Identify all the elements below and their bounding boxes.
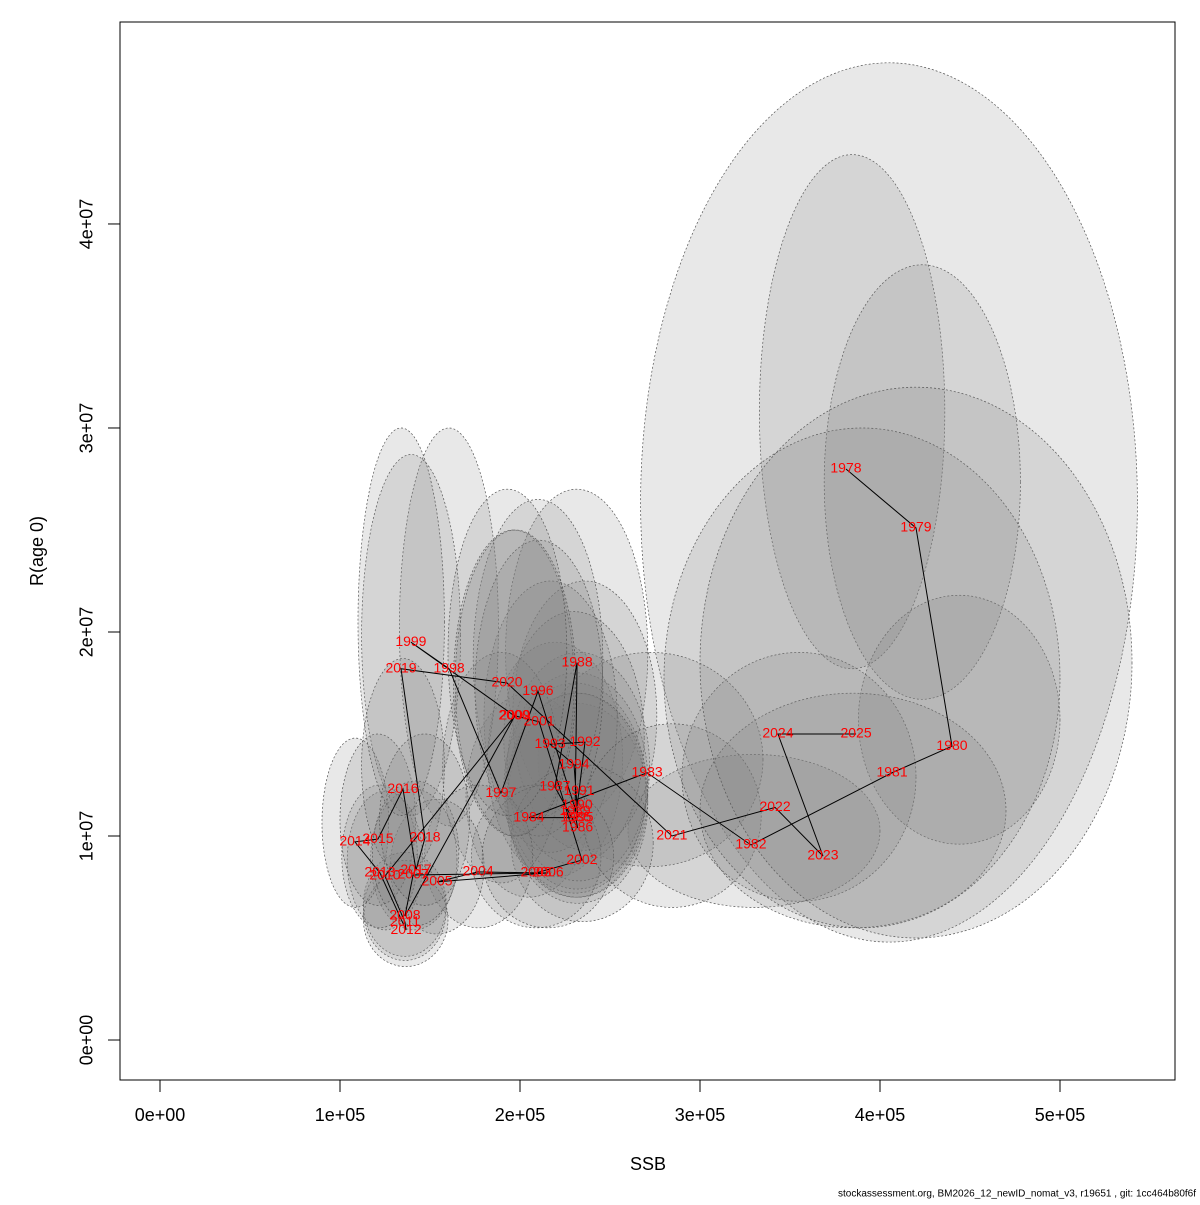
confidence-region (339, 733, 416, 906)
confidence-region (453, 529, 575, 837)
year-label: 2009 (499, 706, 530, 722)
confidence-region (379, 733, 470, 906)
y-tick-label: 3e+07 (77, 403, 97, 454)
year-label: 1985 (560, 808, 591, 824)
year-label: 2005 (421, 873, 452, 889)
year-label: 2014 (339, 833, 370, 849)
y-axis-label: R(age 0) (27, 516, 47, 586)
confidence-region (472, 499, 604, 818)
footnote: stockassessment.org, BM2026_12_newID_nom… (838, 1189, 1196, 1200)
year-label: 1993 (534, 735, 565, 751)
year-label: 1984 (513, 808, 544, 824)
year-label: 2010 (369, 867, 400, 883)
confidence-region (507, 652, 650, 882)
year-label: 1980 (936, 737, 967, 753)
year-label: 1987 (539, 778, 570, 794)
confidence-region (447, 488, 568, 816)
year-label: 2006 (533, 864, 564, 880)
x-tick-label: 1e+05 (315, 1105, 366, 1125)
confidence-region (481, 784, 614, 929)
year-label: 2007 (398, 866, 429, 882)
year-label: 2008 (389, 907, 420, 923)
confidence-region (663, 427, 1061, 929)
year-label: 2001 (524, 712, 555, 728)
year-label: 2013 (364, 864, 395, 880)
year-label: 1983 (632, 763, 663, 779)
year-label: 1981 (876, 763, 907, 779)
confidence-region (699, 386, 1133, 939)
year-label: 2023 (807, 847, 838, 863)
x-tick-label: 4e+05 (855, 1105, 906, 1125)
confidence-region (503, 611, 645, 865)
year-label: 2024 (762, 725, 793, 741)
year-label: 1992 (569, 733, 600, 749)
year-label: 2018 (409, 829, 440, 845)
confidence-region (483, 580, 618, 853)
year-label: 2002 (566, 851, 597, 867)
year-label: 2022 (759, 798, 790, 814)
year-label: 2016 (387, 780, 418, 796)
year-label: 1994 (558, 755, 589, 771)
confidence-region (507, 692, 649, 898)
trajectory (353, 468, 953, 931)
year-label: 1978 (830, 460, 861, 476)
year-label: 1995 (562, 808, 593, 824)
confidence-region (363, 872, 449, 967)
confidence-region (471, 784, 602, 929)
year-label: 2011 (390, 913, 420, 929)
confidence-region (681, 652, 917, 902)
year-label: 1986 (562, 819, 593, 835)
confidence-region (640, 62, 1138, 943)
year-label: 1988 (561, 653, 592, 669)
confidence-region (454, 529, 577, 837)
y-tick-label: 4e+07 (77, 199, 97, 250)
year-label: 1999 (395, 633, 426, 649)
year-label: 1990 (561, 796, 592, 812)
year-label: 1998 (434, 659, 465, 675)
confidence-region (321, 737, 389, 908)
x-tick-label: 5e+05 (1035, 1105, 1086, 1125)
confidence-region (759, 154, 946, 670)
year-label: 2020 (491, 674, 522, 690)
year-label: 1997 (485, 784, 516, 800)
confidence-region (399, 427, 499, 827)
year-label: 2017 (400, 861, 431, 877)
x-tick-label: 2e+05 (495, 1105, 546, 1125)
year-label: 2012 (390, 921, 421, 937)
year-label: 2019 (385, 659, 416, 675)
year-label: 1991 (563, 782, 594, 798)
x-axis-label: SSB (630, 1154, 666, 1174)
year-label: 1982 (735, 836, 766, 852)
year-label: 2003 (520, 864, 551, 880)
y-tick-label: 0e+00 (77, 1015, 97, 1066)
confidence-region (357, 427, 445, 816)
confidence-region (858, 594, 1061, 845)
x-tick-label: 0e+00 (135, 1105, 186, 1125)
confidence-region (361, 454, 461, 816)
confidence-region (465, 692, 593, 898)
year-label: 1989 (560, 802, 591, 818)
confidence-region (627, 754, 881, 908)
year-label: 2004 (462, 863, 493, 879)
confidence-region (487, 641, 623, 878)
confidence-region (361, 658, 445, 874)
confidence-region (442, 652, 560, 884)
year-label: 2021 (656, 827, 687, 843)
confidence-region (823, 264, 1021, 700)
y-tick-label: 2e+07 (77, 607, 97, 658)
confidence-region (363, 860, 447, 961)
confidence-region (341, 784, 418, 929)
year-label: 1996 (522, 682, 553, 698)
y-tick-label: 1e+07 (77, 811, 97, 862)
confidence-region (372, 780, 460, 927)
year-label: 1979 (900, 519, 931, 535)
year-label: 2000 (498, 706, 529, 722)
x-tick-label: 3e+05 (675, 1105, 726, 1125)
year-label: 2015 (362, 830, 393, 846)
year-label: 2025 (840, 725, 871, 741)
